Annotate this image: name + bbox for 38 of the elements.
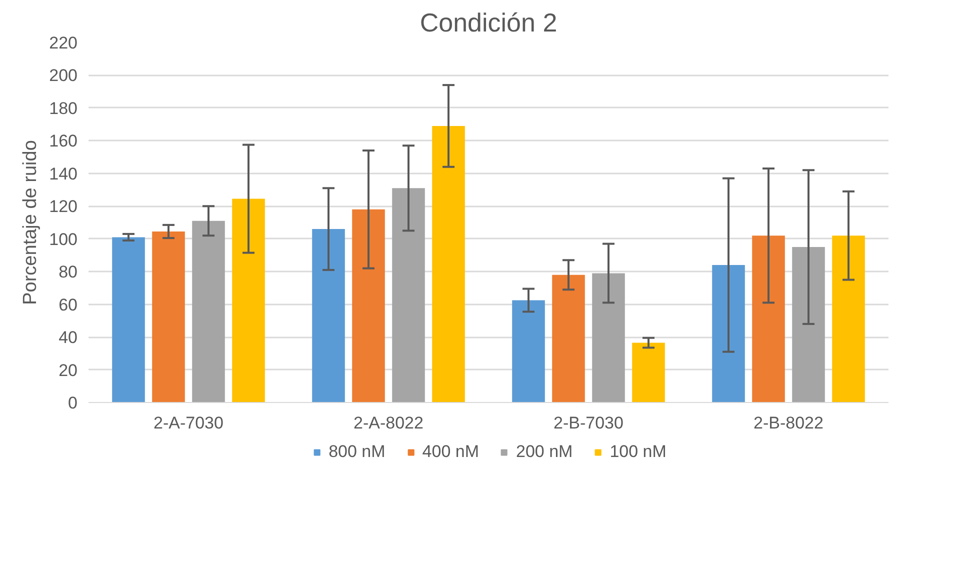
y-tick-label: 220 xyxy=(49,34,78,52)
y-tick-label: 200 xyxy=(49,66,78,86)
legend-label: 100 nM xyxy=(610,442,666,462)
y-tick-label: 140 xyxy=(49,164,78,184)
y-tick-label: 0 xyxy=(68,394,78,412)
y-tick-label: 40 xyxy=(58,328,78,348)
x-tick-label: 2-B-8022 xyxy=(754,414,824,432)
legend-label: 800 nM xyxy=(328,442,386,462)
bar xyxy=(632,342,665,402)
y-tick-label: 100 xyxy=(49,230,78,249)
legend-label: 200 nM xyxy=(516,442,573,462)
bar xyxy=(512,300,545,402)
y-tick-label: 80 xyxy=(58,262,78,282)
bar xyxy=(792,247,825,402)
legend-label: 400 nM xyxy=(422,442,479,462)
bar xyxy=(552,274,585,402)
y-tick-label: 160 xyxy=(49,132,78,151)
y-tick-label: 120 xyxy=(49,197,78,216)
bar xyxy=(312,229,345,402)
chart-title: Condición 2 xyxy=(420,8,558,38)
bar xyxy=(752,236,785,402)
bar xyxy=(832,236,865,402)
bar xyxy=(392,188,425,402)
y-axis-title: Porcentaje de ruido xyxy=(20,140,42,305)
x-tick-label: 2-A-8022 xyxy=(354,414,424,432)
y-tick-label: 20 xyxy=(58,360,78,380)
bar xyxy=(432,126,465,402)
x-tick-label: 2-B-7030 xyxy=(554,414,624,432)
y-tick-label: 180 xyxy=(49,98,78,118)
bar xyxy=(192,220,225,402)
bar xyxy=(152,232,185,402)
y-tick-label: 60 xyxy=(58,295,78,314)
x-tick-label: 2-A-7030 xyxy=(154,414,224,432)
bar xyxy=(712,265,745,402)
bar xyxy=(592,273,625,402)
bar xyxy=(232,198,265,402)
bar xyxy=(112,237,145,402)
bar xyxy=(352,209,385,402)
